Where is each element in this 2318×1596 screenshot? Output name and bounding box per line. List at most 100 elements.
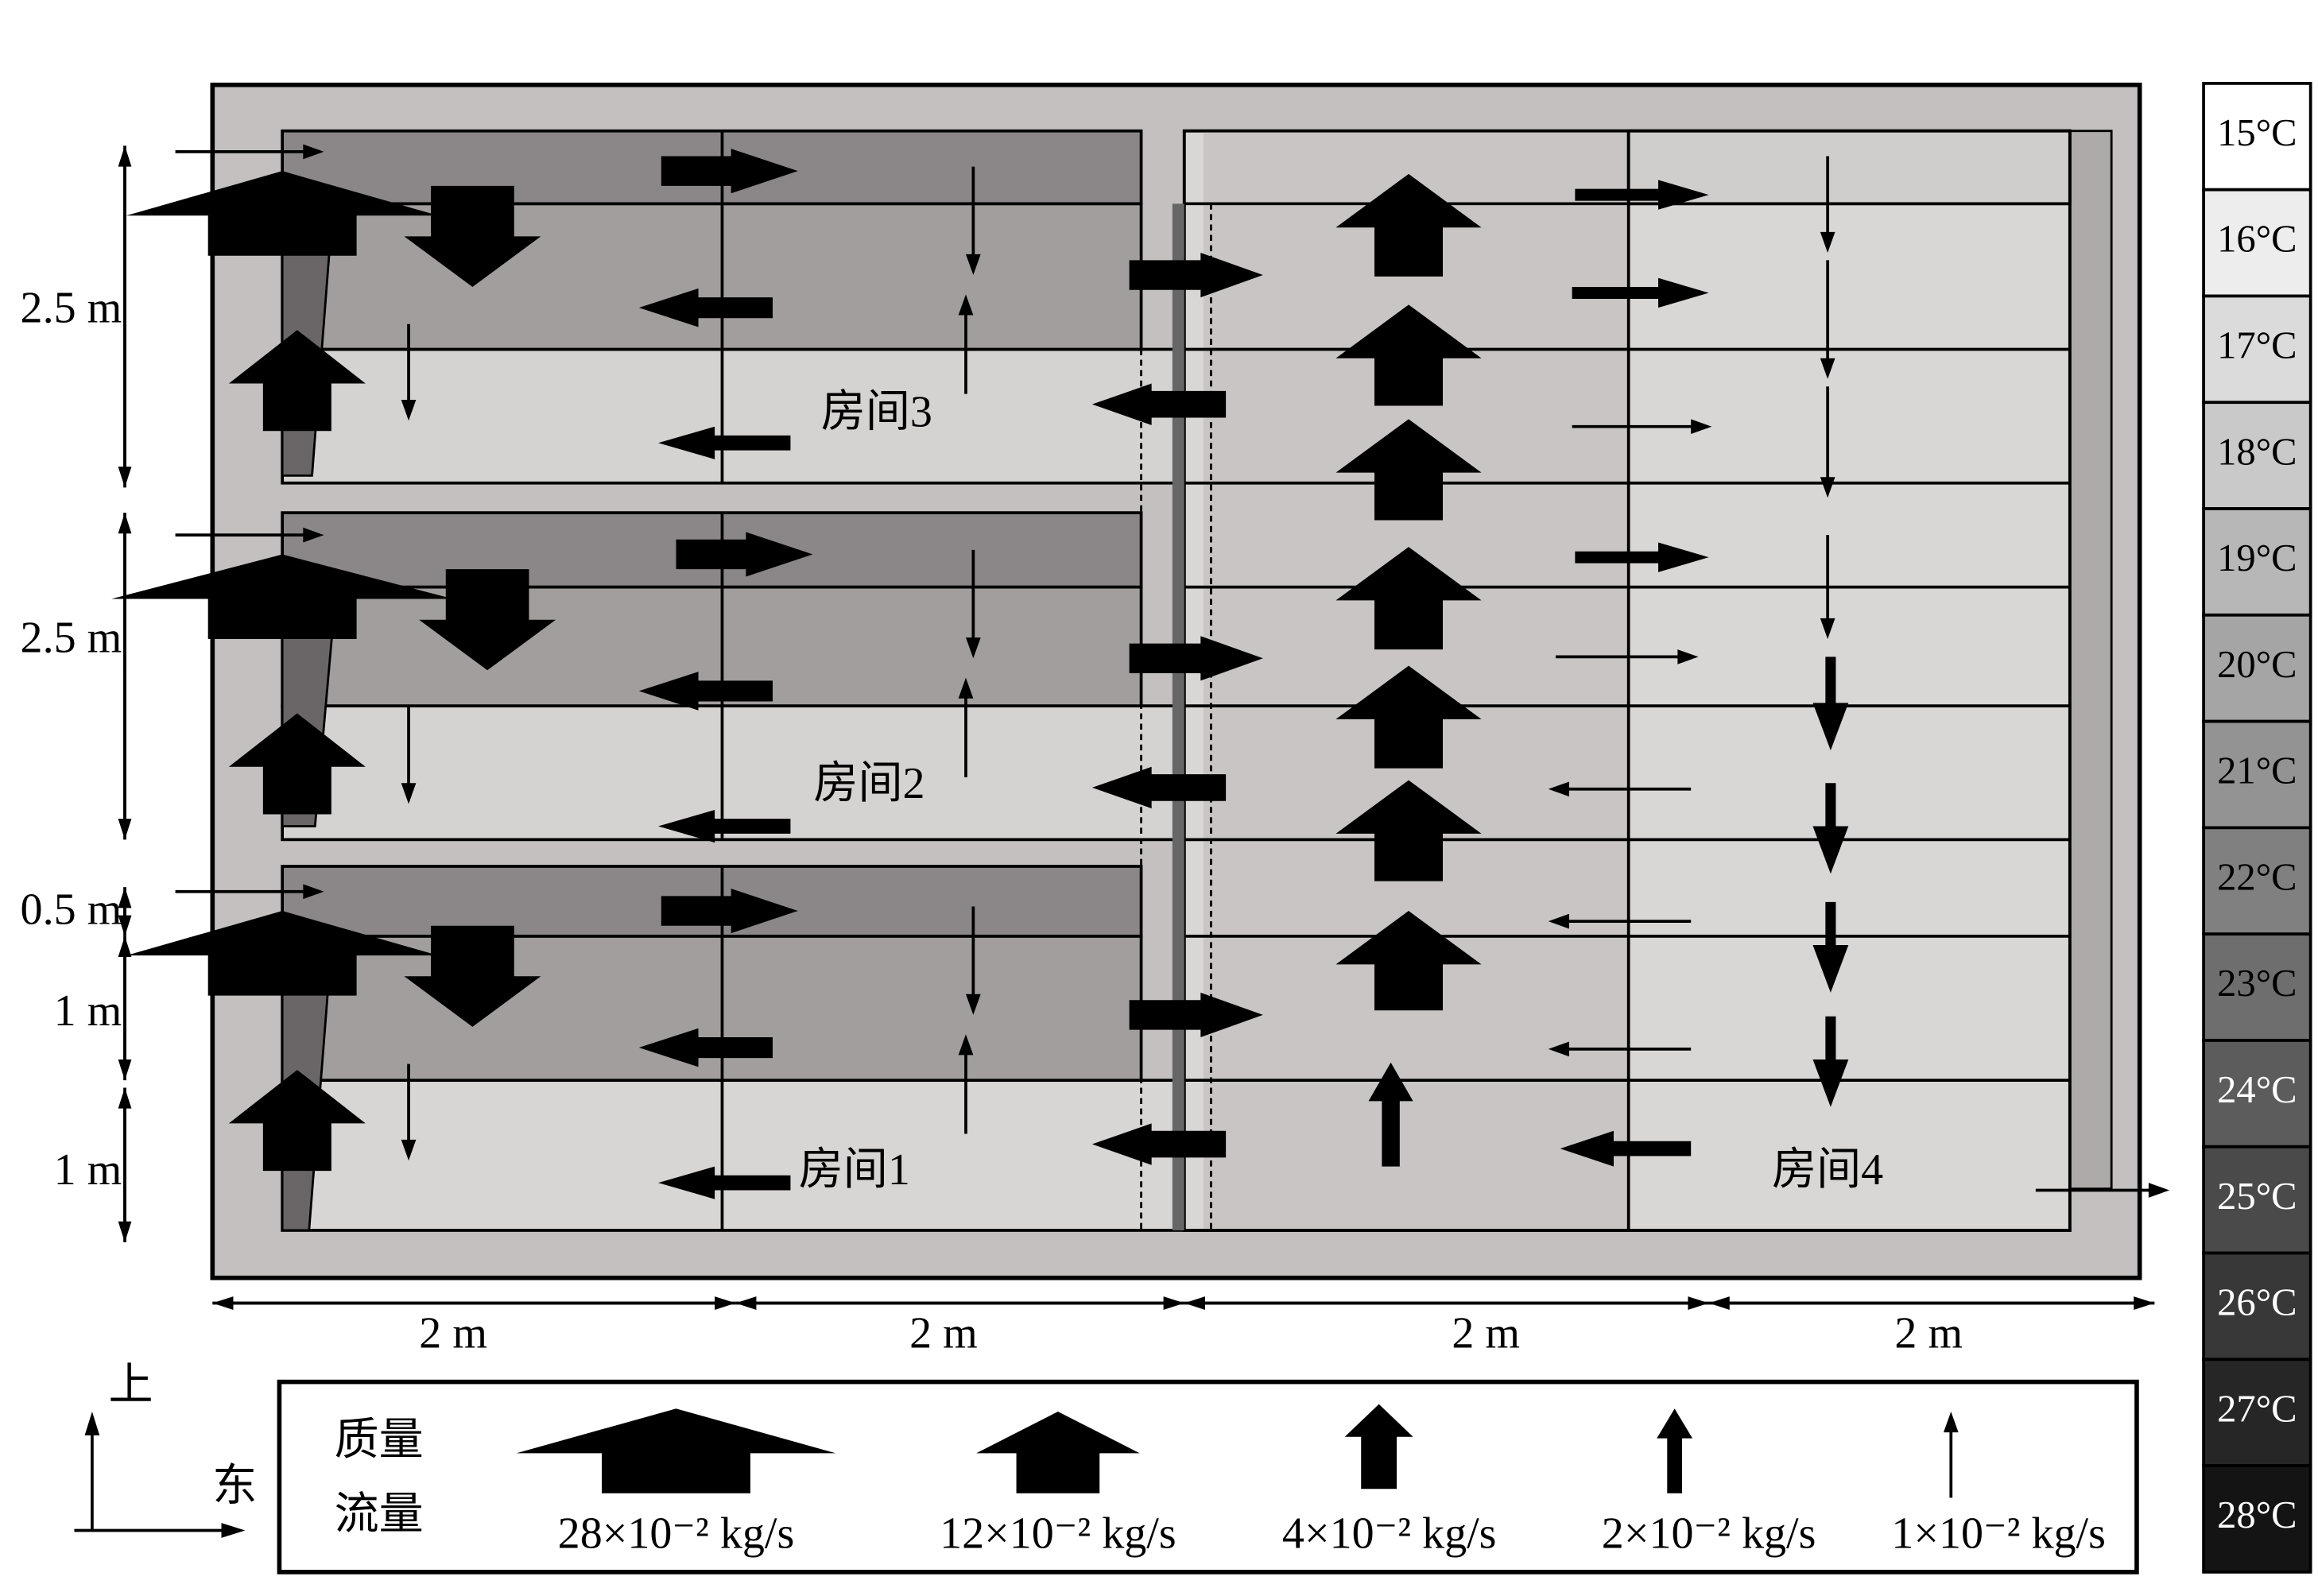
flow-arrow [1335,419,1482,521]
flow-arrow [118,1008,132,1081]
colorbar-label: 24°C [2217,1068,2297,1111]
flow-arrow [1812,657,1849,751]
legend-title: 质量 [335,1416,424,1465]
exhaust-shaft [2068,130,2113,1191]
flow-arrow [966,906,981,1015]
dimension-label: 2.5 m [21,284,122,333]
colorbar-label: 18°C [2217,430,2297,473]
compass-up: 上 [108,1361,153,1410]
flow-arrow [1129,992,1263,1037]
colorbar-label: 22°C [2217,855,2297,898]
flow-arrow [1091,383,1227,425]
flow-arrow [959,1296,1184,1310]
flow-arrow [1572,419,1712,435]
colorbar-cell [2202,1251,2312,1362]
colorbar-label: 23°C [2217,962,2297,1005]
flow-arrow [1091,766,1227,809]
flow-arrow [1368,1062,1413,1167]
flow-arrow [976,1411,1140,1493]
flow-arrow [1932,1296,2155,1310]
flow-arrow [1335,665,1482,769]
flow-arrow [966,549,981,659]
flow-arrow [966,166,981,276]
flow-arrow [1548,1041,1692,1057]
colorbar-label: 19°C [2217,537,2297,579]
colorbar-cell [2202,1464,2312,1574]
flow-arrow [1820,535,1835,639]
room-label: 房间3 [821,387,932,436]
flow-arrow [516,1408,836,1493]
colorbar-cell [2202,401,2312,510]
legend-label: 1×10⁻² kg/s [1891,1509,2106,1559]
flow-arrow [1548,913,1692,929]
room-1 [281,865,1186,1232]
flow-arrow [1575,542,1709,572]
flow-arrow [1335,780,1482,881]
flow-arrow [658,426,791,459]
flow-arrow [126,911,439,996]
flow-arrow [84,1411,100,1531]
flow-arrow [638,288,773,327]
flow-arrow [118,1164,132,1242]
flow-arrow [175,884,324,900]
flow-arrow [661,889,798,934]
flow-arrow [1091,1123,1227,1165]
room-label: 房间4 [1772,1145,1883,1195]
legend-label: 28×10⁻² kg/s [558,1509,795,1559]
flow-arrow [175,144,324,160]
flow-arrow [958,1034,974,1134]
flow-arrow [1335,911,1482,1011]
flow-arrow [1556,649,1699,664]
colorbar-cell [2202,826,2312,936]
flow-arrow [118,145,132,317]
colorbar-label: 28°C [2217,1493,2297,1536]
dimension-label: 0.5 m [21,885,122,935]
flow-arrow [1344,1404,1413,1489]
flow-arrow [118,1087,132,1165]
colorbar-cell [2202,1039,2312,1149]
flow-arrow [1820,386,1835,498]
colorbar-cell [2202,719,2312,830]
flow-arrow [638,672,773,711]
legend-label: 4×10⁻² kg/s [1282,1509,1497,1559]
flow-arrow [228,330,366,432]
flow-arrow [118,936,132,1009]
colorbar-label: 27°C [2217,1387,2297,1430]
colorbar-label: 21°C [2217,750,2297,792]
legend-label: 2×10⁻² kg/s [1602,1509,1816,1559]
dimension-label: 2 m [419,1308,487,1358]
flow-arrow [1820,156,1835,253]
flow-arrow [958,294,974,394]
colorbar-label: 15°C [2217,111,2297,154]
flow-arrow [2035,1183,2170,1198]
flow-arrow [638,1028,773,1067]
colorbar-label: 17°C [2217,324,2297,367]
flow-arrow [228,1070,366,1172]
flow-arrow [419,569,556,671]
dimension-label: 2 m [1452,1308,1520,1358]
flow-arrow [1812,783,1849,874]
flow-arrow [1812,1016,1849,1107]
colorbar-label: 20°C [2217,643,2297,686]
flow-arrow [401,323,417,421]
flow-arrow [1335,547,1482,650]
legend-title: 流量 [335,1489,424,1539]
flow-arrow [118,316,132,488]
flow-arrow [118,676,132,840]
colorbar-cell [2202,294,2312,405]
corridor [1140,203,1212,1230]
flow-arrow [676,532,813,577]
legend-label: 12×10⁻² kg/s [940,1509,1176,1559]
colorbar-label: 16°C [2217,218,2297,261]
flow-arrow [1812,901,1849,993]
flow-arrow [735,1296,960,1310]
flow-arrow [1335,173,1482,277]
dimension-label: 1 m [54,986,122,1036]
flow-arrow [118,513,132,676]
dimension-label: 2 m [1894,1308,1963,1358]
flow-arrow [1335,304,1482,406]
room-label: 房间2 [813,759,924,808]
flow-arrow [74,1523,246,1538]
